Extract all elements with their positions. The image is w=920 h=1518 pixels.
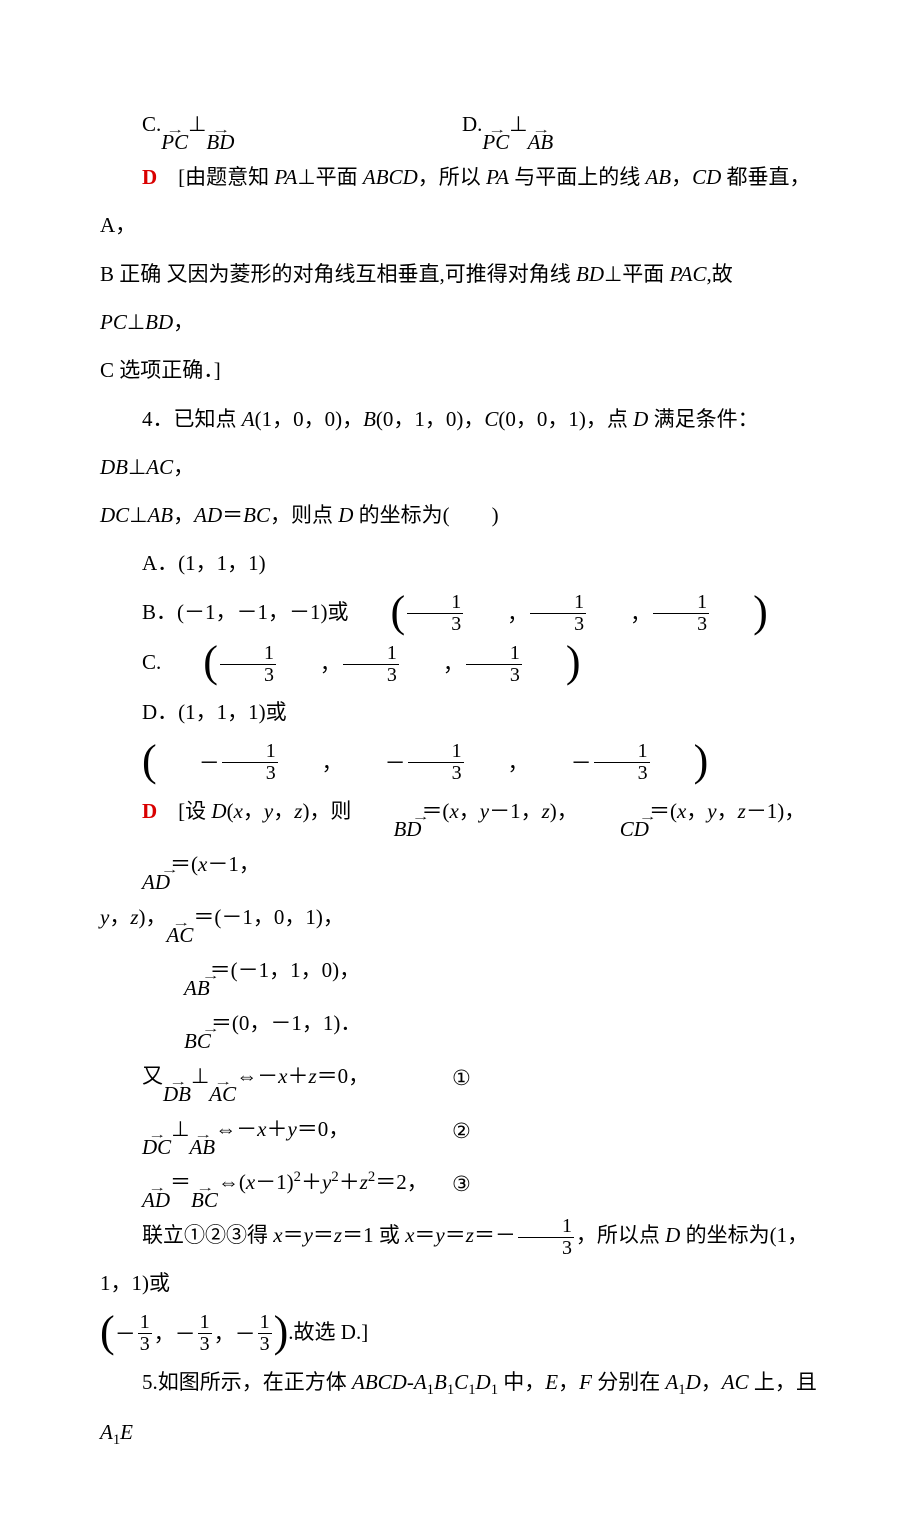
option-c-label: C. xyxy=(142,112,161,136)
q4-eq2: →DC⊥→AB⇔－x＋y＝0， ② xyxy=(100,1105,820,1158)
q4-option-a: A．(1，1，1) xyxy=(100,539,820,587)
q4-option-c: C.(13，13，13) xyxy=(100,638,820,688)
option-d-label: D. xyxy=(462,112,482,136)
eq-number-2: ② xyxy=(452,1107,471,1155)
q4-answer-letter: D xyxy=(142,799,157,823)
q3-answer-line1: D [由题意知 PA⊥平面 ABCD，所以 PA 与平面上的线 AB，CD 都垂… xyxy=(100,153,820,250)
vector-bd: →BD xyxy=(206,127,234,153)
tuple-b: (13，13，13) xyxy=(349,590,768,638)
q4-stem-line2: DC⊥AB，AD＝BC，则点 D 的坐标为( ) xyxy=(100,491,820,539)
vector-ac-2: →AC xyxy=(209,1079,236,1105)
tuple-d: (－13，－13，－13) xyxy=(100,739,708,787)
vector-db: →DB xyxy=(163,1079,191,1105)
q4-bc: →BC＝(0，－1，1)． xyxy=(100,999,820,1052)
q4-conclusion-line2: (－13，－13，－13).故选 D.] xyxy=(100,1308,820,1358)
vector-pc-2: →PC xyxy=(482,127,509,153)
vector-ac: →AC xyxy=(167,920,194,946)
vector-bd-2: →BD xyxy=(351,814,421,840)
option-d: D.→PC⊥→AB xyxy=(462,100,820,153)
frac-1-3: 13 xyxy=(407,592,463,635)
vector-bc: →BC xyxy=(142,1026,211,1052)
tuple-concl: (－13，－13，－13) xyxy=(100,1310,288,1358)
q4-ab: →AB＝(－1，1，0)， xyxy=(100,946,820,999)
q4-eq3: →AD＝→BC⇔(x－1)2＋y2＋z2＝2， ③ xyxy=(100,1158,820,1211)
vector-bc-2: →BC xyxy=(191,1185,218,1211)
q4-ans-line1: D [设 D(x，y，z)，则→BD＝(x，y－1，z)，→CD＝(x，y，z－… xyxy=(100,787,820,893)
eq-number-3: ③ xyxy=(452,1160,471,1208)
vector-ad-2: →AD xyxy=(142,1185,170,1211)
q3-answer-line2: B 正确 又因为菱形的对角线互相垂直,可推得对角线 BD⊥平面 PAC,故 PC… xyxy=(100,250,820,347)
q3-options-cd: C.→PC⊥→BD D.→PC⊥→AB xyxy=(100,100,820,153)
q4-ans-line2: y，z)，→AC＝(－1，0，1)， xyxy=(100,893,820,946)
vector-cd: →CD xyxy=(578,814,649,840)
vector-dc: →DC xyxy=(142,1132,171,1158)
vector-ab-3: →AB xyxy=(189,1132,215,1158)
q4-option-b: B．(－1，－1，－1)或(13，13，13) xyxy=(100,588,820,638)
vector-ab-2: →AB xyxy=(142,973,210,999)
q4-conclusion-line1: 联立①②③得 x＝y＝z＝1 或 x＝y＝z＝－13，所以点 D 的坐标为(1，… xyxy=(100,1211,820,1308)
vector-pc: →PC xyxy=(161,127,188,153)
q3-answer-letter: D xyxy=(142,165,157,189)
q4-option-d: D．(1，1，1)或(－13，－13，－13) xyxy=(100,688,820,787)
option-c: C.→PC⊥→BD xyxy=(142,100,462,153)
perp-symbol-2: ⊥ xyxy=(509,112,527,136)
tuple-c: (13，13，13) xyxy=(161,640,580,688)
q4-stem-line1: 4．已知点 A(1，0，0)，B(0，1，0)，C(0，0，1)，点 D 满足条… xyxy=(100,395,820,492)
q4-eq1: 又→DB⊥→AC⇔－x＋z＝0， ① xyxy=(100,1052,820,1105)
eq-number-1: ① xyxy=(452,1054,471,1102)
vector-ad: →AD xyxy=(100,867,170,893)
q3-answer-line3: C 选项正确．] xyxy=(100,346,820,394)
q5-stem: 5.如图所示，在正方体 ABCD-A1B1C1D1 中，E，F 分别在 A1D，… xyxy=(100,1358,820,1458)
perp-symbol: ⊥ xyxy=(188,112,206,136)
vector-ab: →AB xyxy=(528,127,554,153)
